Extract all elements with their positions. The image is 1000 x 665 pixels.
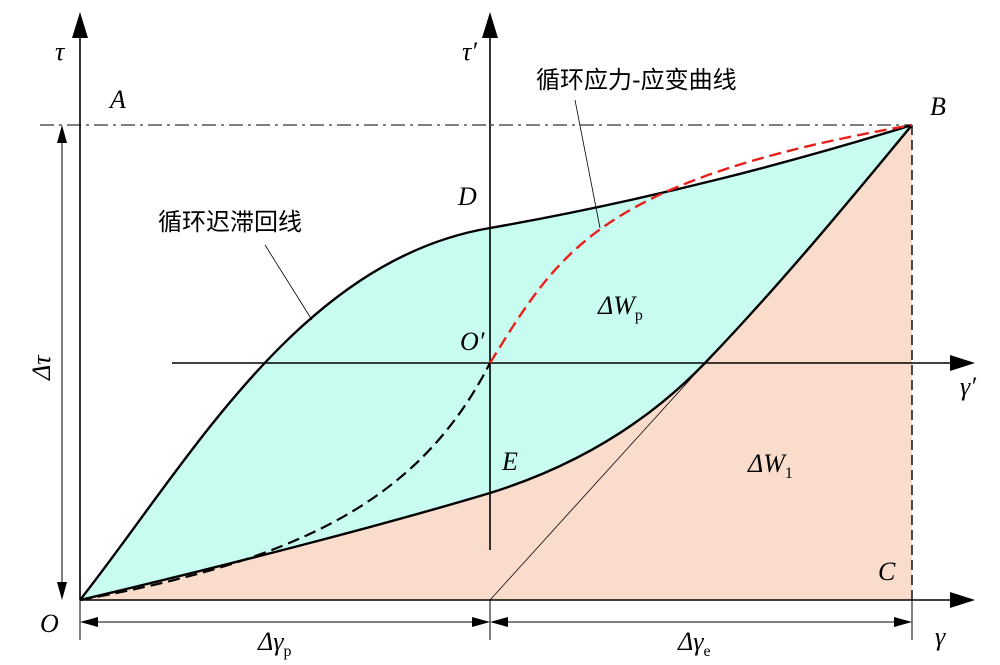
hysteresis-lower <box>79 124 913 602</box>
dimension-label: Δγp <box>257 627 292 660</box>
point-label: E <box>501 447 518 476</box>
axis-label: γ′ <box>960 372 976 401</box>
point-label: O′ <box>460 327 485 356</box>
cyclic-curve-upper <box>488 123 913 364</box>
curve-label: 循环应力-应变曲线 <box>536 66 737 94</box>
elastic-area <box>80 125 912 600</box>
dimension-label: Δγe <box>677 627 711 660</box>
curve-label: 循环迟滞回线 <box>158 208 302 236</box>
point-label: O <box>40 609 59 638</box>
point-label: C <box>878 557 896 586</box>
axis-label: τ <box>55 37 66 66</box>
point-label: A <box>108 85 126 114</box>
dimension-label: Δτ <box>27 354 56 381</box>
point-label: D <box>457 182 477 211</box>
point-label: B <box>930 92 946 121</box>
arrowheads <box>57 12 975 627</box>
area-label: ΔW1 <box>747 449 793 482</box>
axis-label: τ′ <box>462 37 477 66</box>
hysteresis-upper <box>79 123 913 601</box>
area-label: ΔWp <box>597 291 643 324</box>
cyclic-curve-lower <box>79 362 491 602</box>
axis-label: γ <box>935 622 946 651</box>
